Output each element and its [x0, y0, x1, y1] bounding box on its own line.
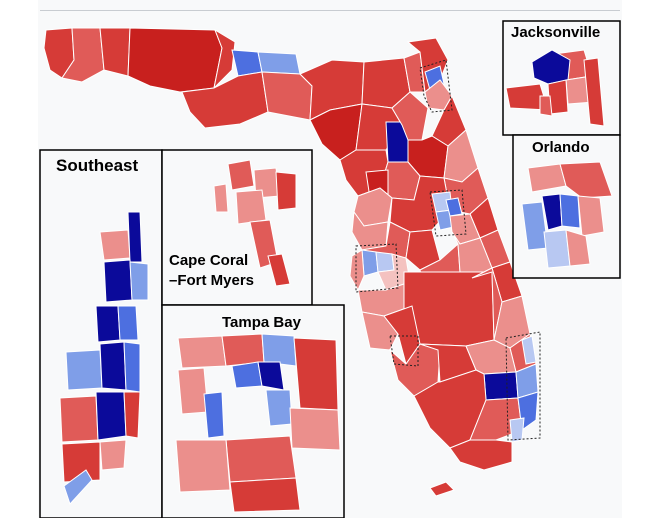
jacksonville-label: Jacksonville	[511, 24, 601, 41]
district-miami-coast	[509, 417, 525, 443]
se-district-14	[99, 439, 127, 471]
district-tampa-a	[361, 249, 379, 277]
tb-district-hillsborough	[289, 407, 341, 451]
district-pinellas	[349, 249, 365, 292]
district-tallahassee-b	[257, 51, 301, 75]
tampa-bay-label: Tampa Bay	[222, 314, 301, 331]
fortmyers-outline	[389, 335, 419, 367]
district-tampa-b	[375, 251, 395, 273]
se-district-12	[123, 391, 141, 439]
se-district-5	[95, 305, 121, 343]
district-walton-bay	[127, 27, 223, 93]
se-district-6	[117, 305, 139, 341]
se-district-1	[99, 229, 131, 261]
district-keys	[429, 481, 455, 497]
inset-tampa-bay	[161, 304, 345, 518]
district-tallahassee-a	[231, 49, 263, 77]
jax-district-sw	[539, 95, 553, 117]
cc-district-north	[227, 159, 255, 191]
southeast-label: Southeast	[56, 156, 139, 175]
se-district-9	[123, 341, 141, 393]
se-district-7	[65, 349, 103, 391]
district-orlando-core-c	[445, 197, 463, 217]
orl-district-ne	[559, 161, 613, 199]
tampa-outline	[355, 243, 399, 293]
inset-jacksonville	[502, 20, 621, 136]
se-district-2	[127, 211, 143, 263]
inset-cape-coral	[161, 149, 313, 306]
orlando-outline	[429, 189, 467, 237]
tb-district-bay	[265, 389, 293, 427]
tb-district-north-c	[261, 333, 297, 367]
district-dade	[449, 439, 513, 471]
orlando-label: Orlando	[532, 139, 590, 156]
district-palmbeach-blue	[483, 371, 519, 401]
southeast-outline	[505, 331, 541, 441]
orl-district-se	[565, 229, 591, 267]
cape-coral-label-line1: Cape Coral	[169, 252, 249, 269]
cc-district-east	[275, 171, 297, 211]
district-broward	[469, 397, 523, 441]
se-district-3	[103, 259, 133, 303]
inset-orlando	[512, 134, 621, 279]
peninsula-north	[309, 37, 523, 303]
tb-district-north-b	[221, 333, 265, 367]
tb-district-pinellas-a	[177, 367, 209, 415]
cape-coral-label-line2: –Fort Myers	[169, 272, 255, 289]
district-pb-coast-b	[521, 335, 537, 365]
cc-district-center	[235, 189, 267, 225]
metro-outlines	[355, 59, 541, 441]
tb-district-sarasota	[175, 439, 231, 493]
peninsula-central	[349, 210, 537, 373]
cc-district-island	[213, 183, 229, 213]
district-sarasota	[361, 311, 399, 351]
inset-southeast	[39, 149, 163, 518]
top-divider	[40, 10, 620, 11]
jax-district-coast	[583, 57, 605, 127]
se-district-8	[99, 341, 127, 391]
tb-district-ne	[293, 337, 339, 411]
district-collier	[413, 369, 487, 449]
orl-district-center-b	[559, 193, 581, 229]
tb-district-pinellas-b	[203, 391, 225, 439]
se-district-13	[61, 441, 101, 483]
orl-district-east	[577, 195, 605, 237]
orl-district-south	[543, 229, 571, 269]
se-district-11	[95, 391, 127, 441]
se-district-4	[129, 261, 149, 301]
panhandle	[43, 27, 411, 129]
peninsula-south	[389, 335, 539, 497]
tb-district-south	[229, 477, 301, 513]
se-district-10	[59, 395, 99, 443]
jax-outline	[419, 59, 453, 113]
tb-district-manatee	[225, 435, 297, 483]
district-okaloosa	[99, 27, 131, 77]
tb-district-tampa-a	[231, 361, 263, 389]
tb-district-tampa-b	[257, 361, 285, 391]
district-jackson	[213, 28, 236, 90]
tb-district-north-a	[177, 335, 227, 369]
se-district-keys	[63, 469, 93, 505]
cc-district-south	[267, 253, 291, 287]
